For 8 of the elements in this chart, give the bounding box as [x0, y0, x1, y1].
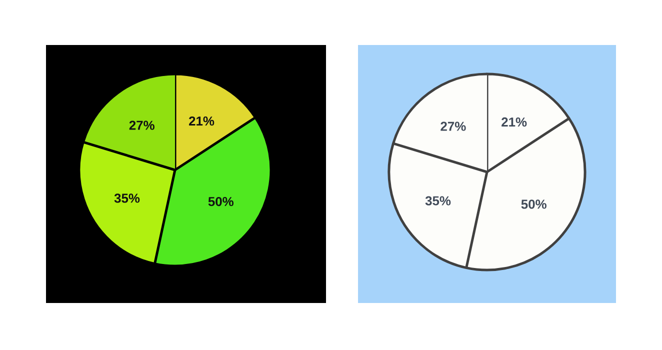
- data-label: 50%: [208, 196, 234, 206]
- data-label: 27%: [440, 122, 466, 131]
- data-label: 21%: [502, 117, 527, 127]
- data-label: 35%: [425, 196, 451, 206]
- data-label: 21%: [189, 116, 214, 126]
- data-label: 27%: [129, 120, 154, 130]
- data-label: 50%: [521, 200, 546, 209]
- data-label: 35%: [114, 194, 140, 203]
